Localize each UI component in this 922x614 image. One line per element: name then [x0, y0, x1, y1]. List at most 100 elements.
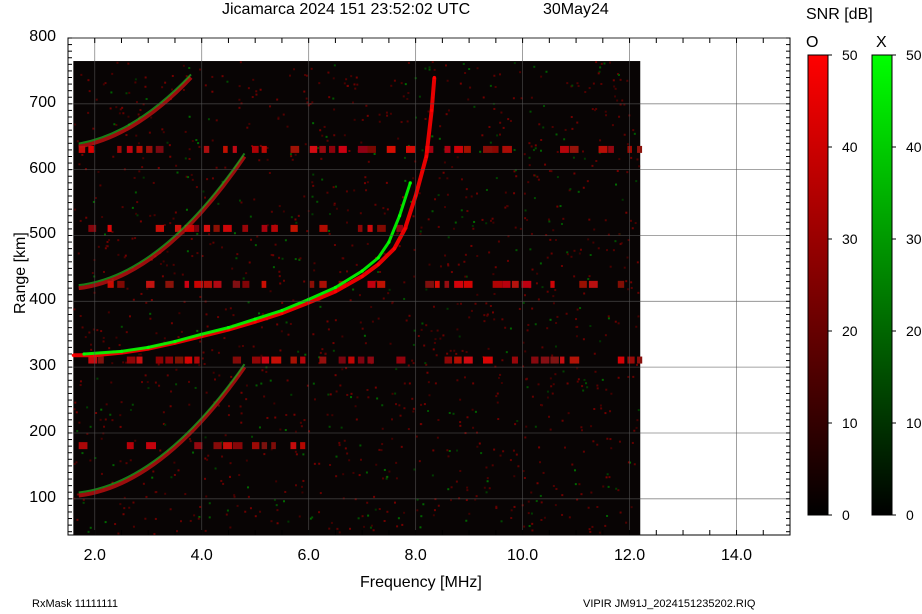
- noise-pixel: [625, 280, 628, 283]
- noise-pixel: [227, 414, 230, 417]
- noise-pixel: [381, 427, 384, 430]
- noise-pixel: [586, 180, 589, 183]
- noise-pixel: [206, 178, 209, 181]
- noise-pixel: [499, 73, 502, 76]
- noise-pixel: [120, 325, 123, 328]
- noise-pixel: [76, 518, 79, 521]
- noise-pixel: [88, 331, 91, 334]
- noise-pixel: [245, 272, 248, 275]
- noise-pixel: [497, 240, 500, 243]
- noise-pixel: [333, 108, 336, 111]
- noise-pixel: [403, 407, 406, 410]
- noise-pixel: [605, 476, 608, 479]
- noise-pixel: [576, 121, 579, 124]
- noise-pixel: [334, 374, 337, 377]
- noise-pixel: [560, 222, 563, 225]
- noise-pixel: [635, 180, 638, 183]
- noise-pixel: [299, 257, 302, 260]
- noise-pixel: [204, 477, 207, 480]
- noise-pixel: [217, 202, 220, 205]
- noise-pixel: [211, 177, 214, 180]
- noise-pixel: [589, 530, 592, 533]
- echo-band-mark: [617, 280, 625, 288]
- noise-pixel: [205, 391, 208, 394]
- noise-pixel: [636, 261, 639, 264]
- chart-date: 30May24: [543, 1, 609, 18]
- noise-pixel: [509, 119, 512, 122]
- echo-band-mark: [88, 356, 98, 364]
- noise-pixel: [543, 516, 546, 519]
- noise-pixel: [531, 307, 534, 310]
- noise-pixel: [418, 192, 421, 195]
- noise-pixel: [529, 248, 532, 251]
- noise-pixel: [599, 139, 602, 142]
- noise-pixel: [486, 480, 489, 483]
- noise-pixel: [377, 271, 380, 274]
- noise-pixel: [221, 455, 224, 458]
- noise-pixel: [199, 505, 202, 508]
- noise-pixel: [385, 477, 388, 480]
- noise-pixel: [305, 74, 308, 77]
- noise-pixel: [619, 78, 622, 81]
- noise-pixel: [386, 475, 389, 478]
- noise-pixel: [462, 62, 465, 65]
- noise-pixel: [206, 458, 209, 461]
- echo-band-mark: [126, 145, 133, 153]
- noise-pixel: [446, 193, 449, 196]
- noise-pixel: [633, 463, 636, 466]
- noise-pixel: [238, 345, 241, 348]
- echo-band-mark: [637, 356, 643, 364]
- y-tick-label: 800: [29, 28, 56, 45]
- noise-pixel: [332, 97, 335, 100]
- noise-pixel: [554, 373, 557, 376]
- noise-pixel: [592, 82, 595, 85]
- noise-pixel: [161, 128, 164, 131]
- noise-pixel: [122, 361, 125, 364]
- noise-pixel: [352, 471, 355, 474]
- noise-pixel: [522, 301, 525, 304]
- noise-pixel: [593, 228, 596, 231]
- noise-pixel: [605, 114, 608, 117]
- noise-pixel: [236, 504, 239, 507]
- noise-pixel: [393, 79, 396, 82]
- noise-pixel: [100, 437, 103, 440]
- noise-pixel: [626, 171, 629, 174]
- noise-pixel: [272, 254, 275, 257]
- noise-pixel: [164, 423, 167, 426]
- noise-pixel: [466, 489, 469, 492]
- x-tick-label: 10.0: [507, 547, 539, 564]
- noise-pixel: [157, 166, 160, 169]
- noise-pixel: [169, 405, 172, 408]
- noise-pixel: [333, 64, 336, 67]
- noise-pixel: [389, 342, 392, 345]
- noise-pixel: [89, 425, 92, 428]
- noise-pixel: [129, 408, 132, 411]
- noise-pixel: [427, 218, 430, 221]
- noise-pixel: [604, 219, 607, 222]
- noise-pixel: [152, 470, 155, 473]
- noise-pixel: [292, 299, 295, 302]
- noise-pixel: [377, 317, 380, 320]
- noise-pixel: [255, 90, 258, 93]
- noise-pixel: [163, 337, 166, 340]
- noise-pixel: [423, 403, 426, 406]
- noise-pixel: [169, 222, 172, 225]
- noise-pixel: [297, 350, 300, 353]
- noise-pixel: [159, 449, 162, 452]
- noise-pixel: [238, 85, 241, 88]
- noise-pixel: [185, 75, 188, 78]
- echo-band-mark: [357, 356, 365, 364]
- noise-pixel: [397, 517, 400, 520]
- trace-point-x: [253, 317, 257, 321]
- noise-pixel: [128, 315, 131, 318]
- noise-pixel: [108, 239, 111, 242]
- noise-pixel: [238, 98, 241, 101]
- noise-pixel: [238, 199, 241, 202]
- noise-pixel: [346, 209, 349, 212]
- noise-pixel: [499, 373, 502, 376]
- noise-pixel: [437, 418, 440, 421]
- noise-pixel: [423, 344, 426, 347]
- noise-pixel: [425, 324, 428, 327]
- noise-pixel: [445, 113, 448, 116]
- noise-pixel: [350, 396, 353, 399]
